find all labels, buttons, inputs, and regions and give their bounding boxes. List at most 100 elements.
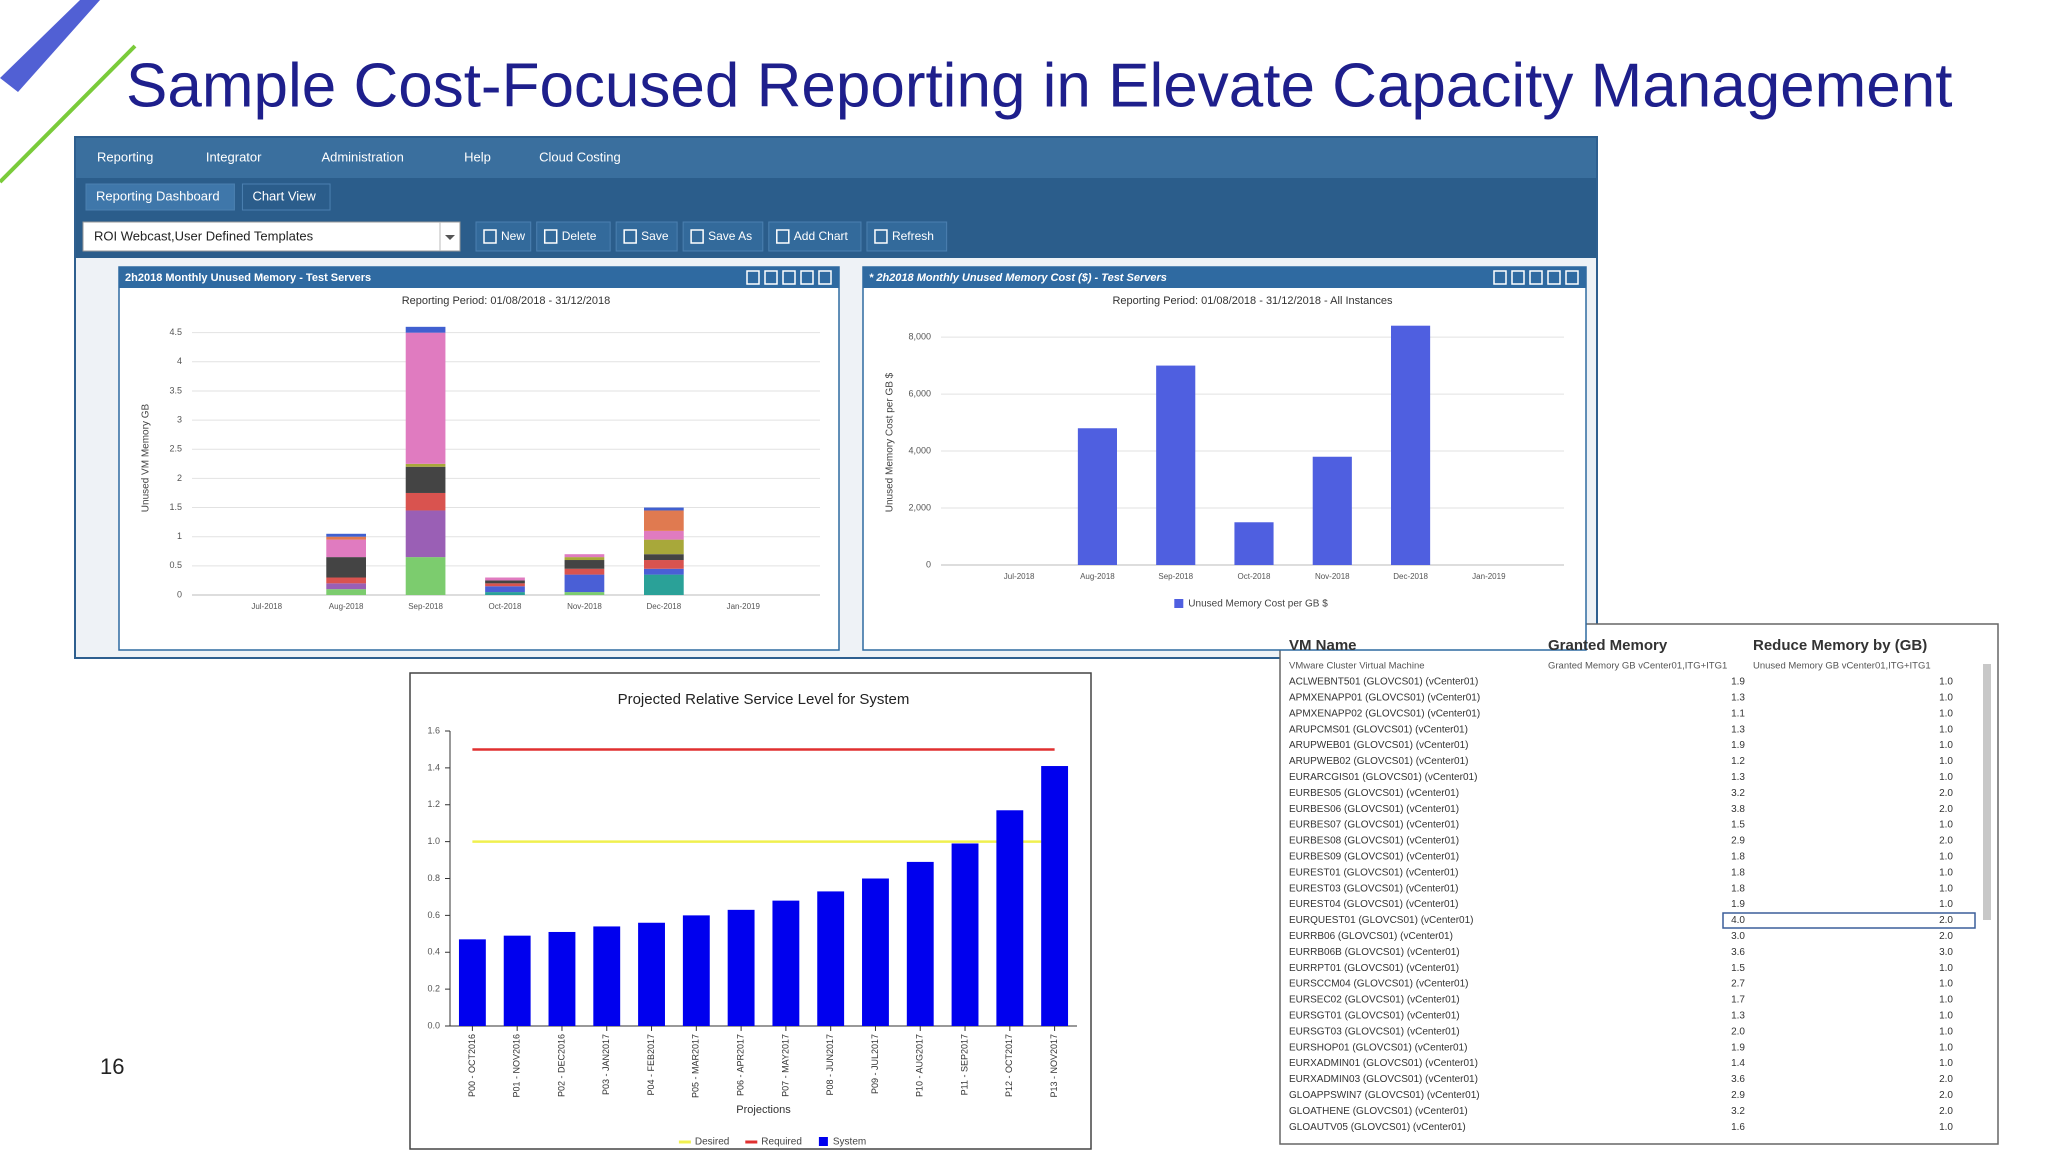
toolbar-button[interactable] [768,221,862,252]
table-cell: 3.2 [1731,1106,1745,1117]
menu-item[interactable]: Integrator [206,149,262,164]
toolbar-button[interactable] [475,221,532,252]
bar [405,332,446,464]
scrollbar[interactable] [1983,664,1991,920]
table-cell: EUREST03 (GLOVCS01) (vCenter01) [1289,883,1459,894]
legend-label: Required [761,1137,802,1148]
table-cell: 1.3 [1731,693,1745,704]
submenu-button[interactable] [85,183,235,211]
x-tick-label: Jul-2018 [1004,572,1035,581]
bar [593,926,621,1026]
table-cell: 1.0 [1939,1042,1953,1053]
table-cell: 2.0 [1939,1106,1953,1117]
x-tick-label: Oct-2018 [489,602,522,611]
chart-title: * 2h2018 Monthly Unused Memory Cost ($) … [869,272,1167,284]
bar [326,583,366,590]
bar [564,560,605,569]
x-tick-label: P06 - APR2017 [735,1034,745,1096]
button-label[interactable]: Add Chart [794,229,849,243]
y-tick-label: 0.8 [427,873,440,883]
header-icon[interactable] [746,270,760,285]
y-tick-label: 1 [177,531,182,541]
table-cell: 1.3 [1731,1011,1745,1022]
toolbar-button[interactable] [866,221,948,252]
menu-item[interactable]: Cloud Costing [539,149,621,164]
x-tick-label: Sep-2018 [1158,572,1193,581]
chart-header [863,267,1586,288]
header-icon[interactable] [1493,270,1507,285]
toolbar-button[interactable] [615,221,678,252]
header-icon[interactable] [764,270,778,285]
table-cell: 1.0 [1939,693,1953,704]
table-cell: 1.0 [1939,995,1953,1006]
header-icon[interactable] [1547,270,1561,285]
table-cell: 1.0 [1939,883,1953,894]
table-cell: 1.0 [1939,1122,1953,1133]
table-cell: 1.0 [1939,899,1953,910]
bar [458,939,486,1026]
button-label[interactable]: Save [641,229,669,243]
x-tick-label: P04 - FEB2017 [646,1034,656,1096]
table-cell: 2.0 [1939,788,1953,799]
table-cell: EUREST01 (GLOVCS01) (vCenter01) [1289,867,1459,878]
template-select[interactable] [82,221,461,252]
bar [405,463,446,467]
x-tick-label: Aug-2018 [329,602,364,611]
x-tick-label: P00 - OCT2016 [467,1034,477,1097]
submenu-item[interactable]: Reporting Dashboard [96,188,220,203]
x-tick-label: P11 - SEP2017 [959,1034,969,1095]
bar [906,861,934,1026]
button-label[interactable]: Save As [708,229,752,243]
table-cell: 1.0 [1939,820,1953,831]
header-icon[interactable] [1511,270,1525,285]
table-cell: 1.3 [1731,724,1745,735]
bar [564,592,605,595]
x-tick-label: P13 - NOV2017 [1049,1034,1059,1098]
x-tick-label: P10 - AUG2017 [915,1034,925,1097]
table-cell: 1.9 [1731,677,1745,688]
bar [1077,428,1117,565]
bar [326,577,366,584]
bar [326,536,366,540]
y-tick-label: 0.2 [427,984,440,994]
button-label[interactable]: New [501,229,525,243]
header-icon[interactable] [1529,270,1543,285]
header-icon[interactable] [1565,270,1579,285]
submenu-item[interactable]: Chart View [252,188,316,203]
menu-item[interactable]: Reporting [97,149,153,164]
bar [564,568,605,575]
table-cell: EURBES05 (GLOVCS01) (vCenter01) [1289,788,1459,799]
table-cell: 1.2 [1731,756,1745,767]
table-cell: 1.9 [1731,740,1745,751]
chart-header [119,267,839,288]
bar [644,510,684,531]
table-cell: 3.6 [1731,1074,1745,1085]
button-label[interactable]: Refresh [892,229,934,243]
button-label[interactable]: Delete [562,229,597,243]
header-icon[interactable] [782,270,796,285]
menu-item[interactable]: Help [464,149,491,164]
menu-item[interactable]: Administration [321,149,403,164]
submenu-button[interactable] [241,183,331,211]
table-header: Granted Memory [1548,637,1668,654]
chart-title: 2h2018 Monthly Unused Memory - Test Serv… [125,272,371,284]
bar [1312,456,1352,565]
x-tick-label: P09 - JUL2017 [870,1034,880,1094]
table-cell: 1.9 [1731,899,1745,910]
table-cell: EURQUEST01 (GLOVCS01) (vCenter01) [1289,915,1474,926]
table-subheader: Granted Memory GB vCenter01,ITG+ITG1 [1548,661,1727,672]
toolbar-button[interactable] [536,221,611,252]
selected-row[interactable] [1722,912,1976,929]
table-cell: 2.0 [1939,804,1953,815]
table-cell: 1.8 [1731,883,1745,894]
bar [485,592,525,595]
table-cell: EURSGT03 (GLOVCS01) (vCenter01) [1289,1026,1460,1037]
x-axis-label: Projections [736,1104,791,1116]
table-cell: EURBES08 (GLOVCS01) (vCenter01) [1289,836,1459,847]
button-icon [874,229,888,244]
toolbar-button[interactable] [682,221,764,252]
header-icon[interactable] [800,270,814,285]
header-icon[interactable] [818,270,832,285]
bar [996,810,1024,1026]
